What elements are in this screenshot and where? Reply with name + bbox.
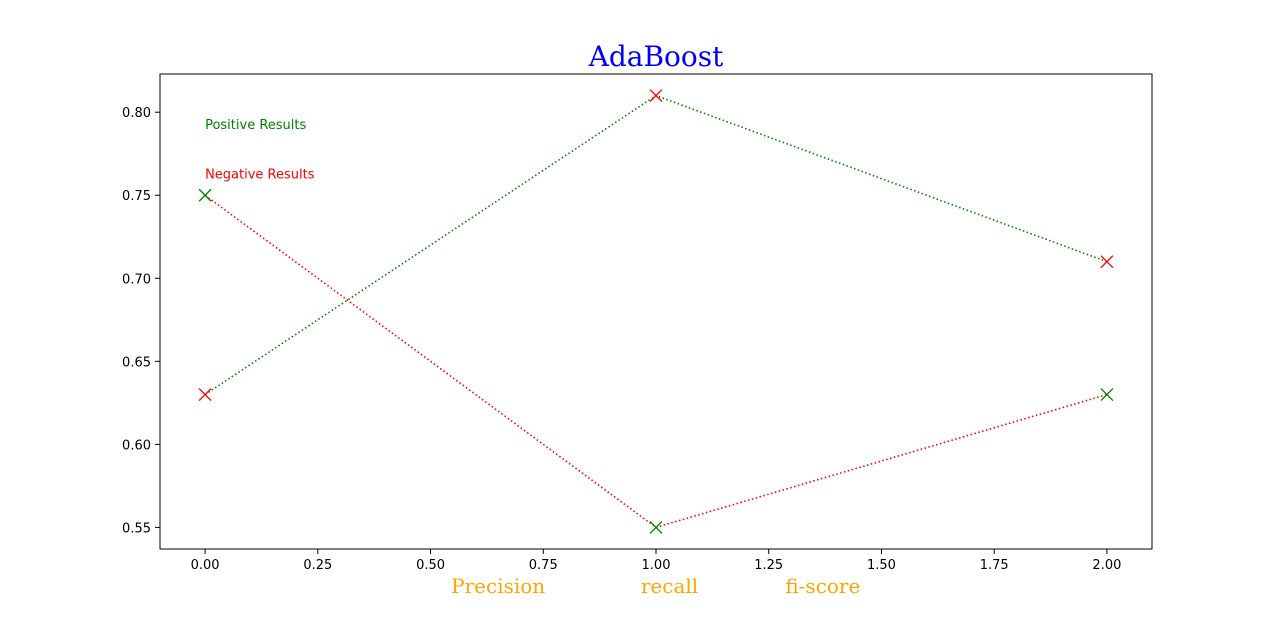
series-2-point — [1100, 388, 1114, 402]
y-tick-label: 0.80 — [122, 106, 151, 121]
x-tick-label: 0.50 — [416, 558, 445, 573]
x-category-word: recall — [641, 574, 698, 598]
series-2-point — [198, 188, 212, 202]
annotation-layer: Positive Results Negative Results — [205, 118, 315, 183]
y-tick-label: 0.60 — [122, 438, 151, 453]
series-2-line — [204, 194, 1108, 529]
y-axis: 0.55 0.60 0.65 0.70 0.75 0.80 — [122, 106, 160, 536]
x-category-word: Precision — [451, 574, 545, 598]
x-tick-label: 0.00 — [191, 558, 220, 573]
series-layer — [198, 89, 1114, 534]
series-1-point — [1100, 255, 1114, 269]
x-tick-label: 1.25 — [754, 558, 783, 573]
series-1-line — [204, 94, 1108, 396]
x-category-labels: Precision recall fi-score — [451, 574, 860, 598]
y-tick-label: 0.55 — [122, 521, 151, 536]
annotation-positive-results: Positive Results — [205, 118, 306, 133]
y-tick-label: 0.75 — [122, 189, 151, 204]
y-tick-label: 0.70 — [122, 272, 151, 287]
y-tick-label: 0.65 — [122, 355, 151, 370]
x-tick-label: 1.00 — [642, 558, 671, 573]
series-1-point — [649, 89, 663, 103]
x-tick-label: 1.50 — [867, 558, 896, 573]
x-tick-label: 1.75 — [980, 558, 1009, 573]
plot-frame — [159, 73, 1153, 550]
x-tick-label: 0.75 — [529, 558, 558, 573]
x-axis: 0.00 0.25 0.50 0.75 1.00 1.25 1.50 1.75 2.00 — [191, 549, 1121, 573]
series-1-point — [198, 388, 212, 402]
chart-title: AdaBoost — [588, 40, 724, 73]
annotation-negative-results: Negative Results — [205, 168, 315, 183]
x-tick-label: 0.25 — [303, 558, 332, 573]
x-tick-label: 2.00 — [1092, 558, 1121, 573]
series-2-point — [649, 520, 663, 534]
x-category-word: fi-score — [785, 574, 860, 598]
